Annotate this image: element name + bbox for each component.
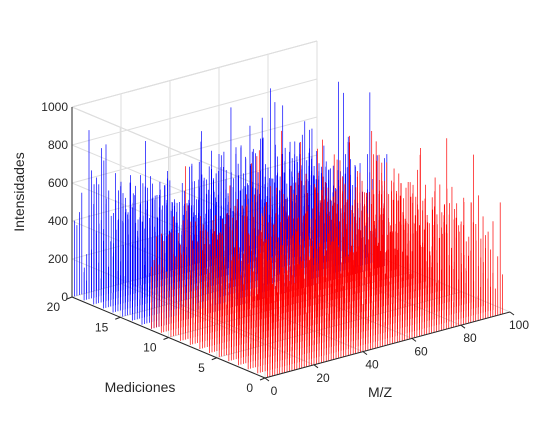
y-tick-label: 15 <box>95 320 109 334</box>
series-red-stems <box>151 130 503 378</box>
x-tick-label: 0 <box>271 384 278 398</box>
z-axis-label: Intensidades <box>11 152 27 231</box>
x-tick-label: 20 <box>316 371 330 385</box>
y-axis-label: Mediciones <box>105 379 176 395</box>
grid-line-z-left <box>71 106 266 189</box>
y-tick-mark <box>115 316 121 320</box>
z-tick-label: 600 <box>48 176 68 190</box>
x-tick-label: 100 <box>509 318 529 332</box>
series-blue-stems <box>74 81 388 329</box>
grid-line-z-back <box>71 78 318 146</box>
y-tick-mark <box>211 357 217 361</box>
grid-line-z-back <box>71 40 318 108</box>
axis-lines <box>66 107 515 382</box>
y-tick-label: 10 <box>143 341 157 355</box>
x-tick-label: 80 <box>463 331 477 345</box>
x-tick-mark <box>362 351 368 356</box>
z-tick-label: 400 <box>48 214 68 228</box>
x-tick-mark <box>411 337 417 342</box>
x-tick-mark <box>313 364 319 369</box>
z-tick-label: 1000 <box>41 100 68 114</box>
y-tick-label: 0 <box>246 381 253 395</box>
x-axis-label: M/Z <box>368 384 393 400</box>
y-tick-label: 20 <box>47 300 61 314</box>
x-axis-line <box>264 311 511 379</box>
y-tick-mark <box>163 337 169 340</box>
grid-line-z-back <box>71 116 318 184</box>
z-tick-label: 200 <box>48 252 68 266</box>
x-tick-mark <box>264 377 270 382</box>
y-tick-label: 5 <box>198 361 205 375</box>
x-tick-label: 40 <box>365 358 379 372</box>
x-tick-mark <box>460 324 466 329</box>
z-tick-label: 800 <box>48 138 68 152</box>
x-tick-mark <box>509 311 515 316</box>
y-tick-mark <box>259 377 266 381</box>
x-tick-label: 60 <box>414 344 428 358</box>
z-tick-label: 0 <box>61 290 68 304</box>
y-tick-mark <box>66 296 73 300</box>
